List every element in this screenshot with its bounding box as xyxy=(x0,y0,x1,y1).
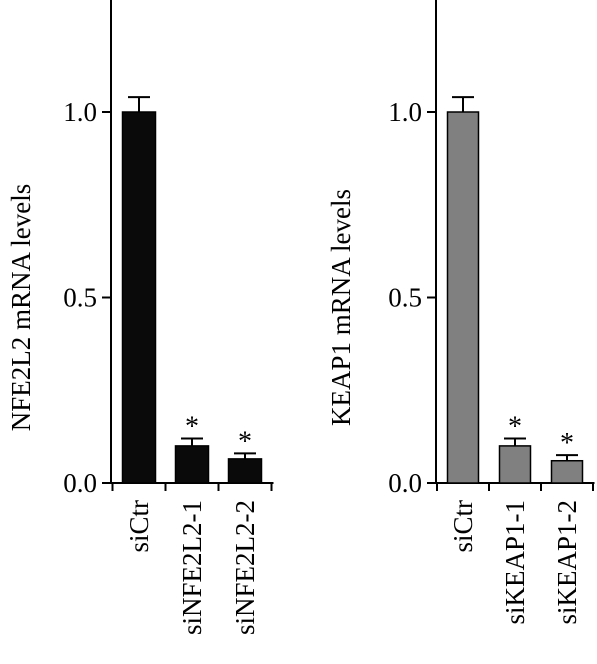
y-tick-label-0: 1.0 xyxy=(63,97,97,127)
y-tick-label-0: 0.0 xyxy=(63,468,97,498)
bar-1-0 xyxy=(446,111,480,484)
x-tick-label-0-2: siNFE2L2-2 xyxy=(230,500,260,635)
y-tick-label-1: 0.5 xyxy=(388,283,422,313)
bar-1-2 xyxy=(550,459,584,484)
y-axis-label-0: NFE2L2 mRNA levels xyxy=(6,184,36,432)
x-tick-label-0-0: siCtr xyxy=(124,500,154,553)
bar-0-1 xyxy=(174,445,210,484)
significance-mark-0-1: * xyxy=(185,411,199,442)
significance-mark-0-2: * xyxy=(238,426,252,457)
y-axis-label-1: KEAP1 mRNA levels xyxy=(326,189,356,426)
bar-1-1 xyxy=(498,445,532,484)
x-tick-label-1-2: siKEAP1-2 xyxy=(552,500,582,625)
y-tick-label-0: 0.5 xyxy=(63,283,97,313)
x-tick-label-1-1: siKEAP1-1 xyxy=(500,500,530,625)
y-tick-label-1: 0.0 xyxy=(388,468,422,498)
bar-0-0 xyxy=(121,111,157,484)
significance-mark-1-2: * xyxy=(560,428,574,459)
x-tick-label-1-0: siCtr xyxy=(448,500,478,553)
x-tick-label-0-1: siNFE2L2-1 xyxy=(177,500,207,635)
significance-mark-1-1: * xyxy=(508,411,522,442)
y-tick-label-1: 1.0 xyxy=(388,97,422,127)
bar-0-2 xyxy=(227,458,263,484)
